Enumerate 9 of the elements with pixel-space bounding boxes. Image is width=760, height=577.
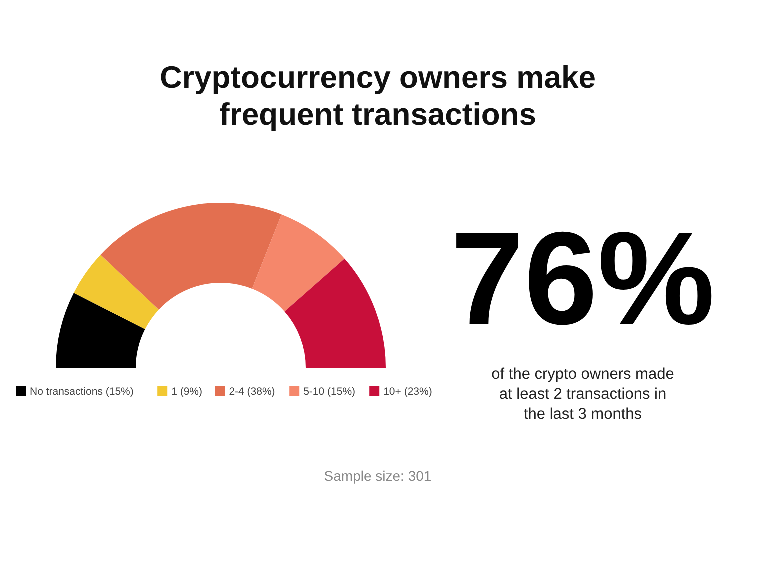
text: 76% — [450, 205, 716, 352]
legend-label: No transactions (15%) — [30, 386, 134, 398]
legend-label: 10+ (23%) — [384, 386, 432, 398]
text: of the crypto owners made at least 2 transactions in the last 3 months — [492, 366, 674, 423]
legend-label: 5-10 (15%) — [304, 386, 356, 398]
chart-title: Cryptocurrency owners make frequent transactions — [160, 60, 596, 132]
legend-label: 1 (9%) — [172, 386, 203, 398]
legend-label: 2-4 (38%) — [229, 386, 276, 398]
text: Sample size: 301 — [324, 468, 432, 484]
